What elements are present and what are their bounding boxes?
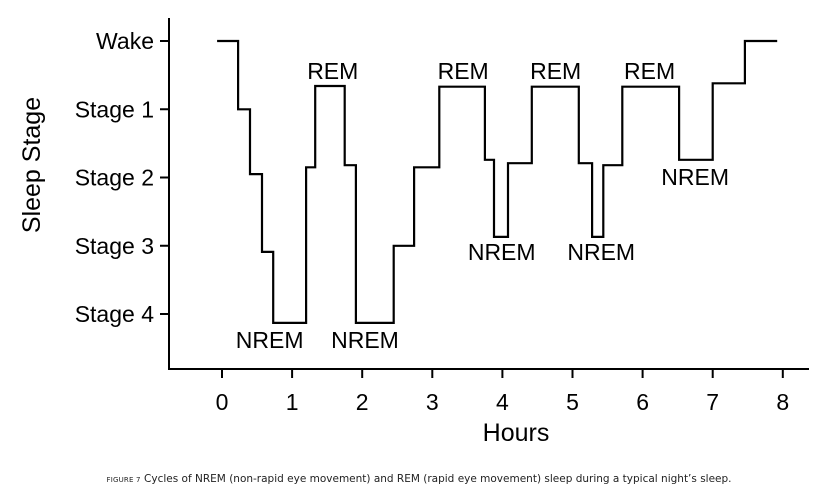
x-tick-label: 5: [566, 389, 579, 415]
y-tick-label: Stage 2: [75, 165, 154, 191]
x-tick-label: 1: [286, 389, 299, 415]
y-axis-label: Sleep Stage: [18, 97, 46, 233]
x-tick-label: 2: [356, 389, 369, 415]
x-tick-label: 4: [496, 389, 509, 415]
annotation-rem: REM: [438, 58, 489, 84]
figure-caption: FIGURE 7 Cycles of NREM (non-rapid eye m…: [0, 473, 838, 485]
annotation-rem: REM: [624, 58, 675, 84]
figure-label: FIGURE 7: [106, 476, 141, 484]
annotation-rem: REM: [307, 58, 358, 84]
annotation-nrem: NREM: [331, 327, 399, 353]
y-tick-label: Wake: [96, 28, 154, 54]
annotation-nrem: NREM: [661, 164, 729, 190]
x-tick-label: 3: [426, 389, 439, 415]
y-tick-label: Stage 3: [75, 233, 154, 259]
x-tick-label: 0: [216, 389, 229, 415]
x-tick-label: 6: [636, 389, 649, 415]
x-tick-label: 7: [706, 389, 719, 415]
caption-text: Cycles of NREM (non-rapid eye movement) …: [144, 473, 732, 485]
annotation-nrem: NREM: [236, 327, 304, 353]
y-tick-label: Stage 1: [75, 96, 154, 122]
y-tick-label: Stage 4: [75, 301, 154, 327]
hypnogram-chart: Wake Stage 1 Stage 2 Stage 3 Stage 4 0 1 2 3 4 5 6…: [18, 18, 809, 447]
x-tick-label: 8: [776, 389, 789, 415]
x-axis-label: Hours: [483, 419, 550, 447]
annotation-nrem: NREM: [468, 239, 536, 265]
sleep-stage-line: [217, 39, 778, 324]
annotation-rem: REM: [530, 58, 581, 84]
annotation-nrem: NREM: [567, 239, 635, 265]
